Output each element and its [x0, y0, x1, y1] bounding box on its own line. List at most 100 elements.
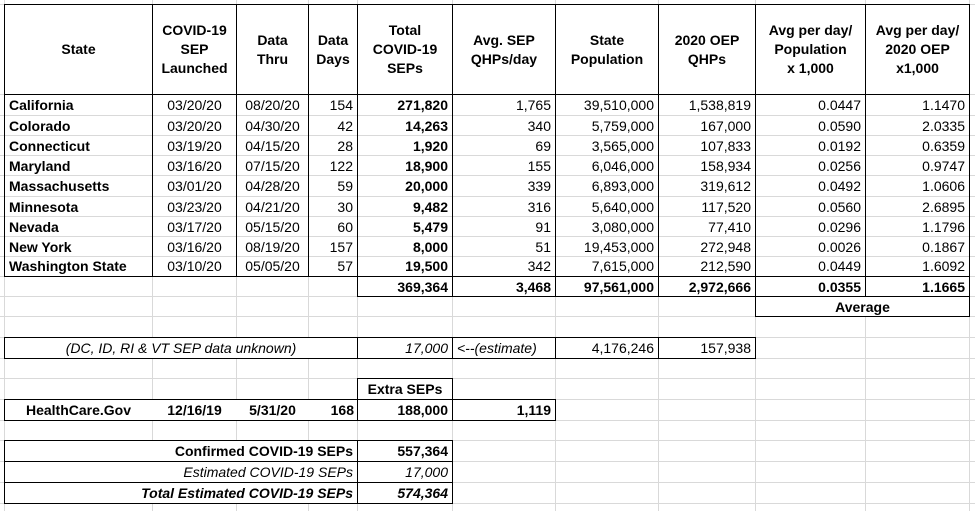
healthcare-gov-cell: HealthCare.Gov — [25, 402, 132, 418]
table-cell: 0.0192 — [755, 135, 866, 156]
table-cell: 0.1867 — [865, 236, 970, 257]
table-cell: 60 — [308, 216, 358, 237]
table-cell: 1,765 — [452, 94, 556, 116]
table-cell: 03/16/20 — [152, 236, 237, 257]
total-cell: 97,561,000 — [555, 276, 659, 297]
table-cell: Maryland — [4, 155, 153, 176]
table-cell: 3,565,000 — [555, 135, 659, 156]
table-cell: 158,934 — [658, 155, 756, 176]
column-header: Data Days — [308, 4, 358, 95]
table-cell: 03/16/20 — [152, 155, 237, 176]
table-cell: Colorado — [4, 115, 153, 136]
table-cell: 91 — [452, 216, 556, 237]
table-cell: 20,000 — [357, 175, 453, 197]
table-cell: New York — [4, 236, 153, 257]
table-cell: 7,615,000 — [555, 256, 659, 277]
table-cell: 2.6895 — [865, 196, 970, 217]
table-cell: 122 — [308, 155, 358, 176]
table-cell: Connecticut — [4, 135, 153, 156]
table-cell: 6,046,000 — [555, 155, 659, 176]
gridline — [0, 196, 975, 197]
healthcare-gov-cell: 188,000 — [357, 399, 453, 421]
table-cell: 8,000 — [357, 236, 453, 257]
table-cell: 5,479 — [357, 216, 453, 237]
table-cell: 3,080,000 — [555, 216, 659, 237]
table-cell: Washington State — [4, 256, 153, 277]
summary-value: 574,364 — [357, 482, 453, 504]
gridline — [0, 378, 975, 379]
table-cell: 340 — [452, 115, 556, 136]
estimate-value: 17,000 — [357, 337, 453, 359]
table-cell: 167,000 — [658, 115, 756, 136]
summary-label: Total Estimated COVID-19 SEPs — [4, 482, 358, 504]
table-cell: 5,759,000 — [555, 115, 659, 136]
healthcare-gov-cell: 5/31/20 — [249, 402, 296, 418]
summary-label: Estimated COVID-19 SEPs — [4, 461, 358, 483]
table-cell: 212,590 — [658, 256, 756, 277]
table-cell: 03/19/20 — [152, 135, 237, 156]
estimate-note: (DC, ID, RI & VT SEP data unknown) — [4, 337, 358, 359]
gridline — [0, 175, 975, 176]
table-cell: 05/15/20 — [236, 216, 309, 237]
table-cell: 0.9747 — [865, 155, 970, 176]
total-cell: 369,364 — [357, 276, 453, 297]
gridline — [0, 115, 975, 116]
table-cell: 0.0492 — [755, 175, 866, 197]
total-cell: 3,468 — [452, 276, 556, 297]
table-cell: 342 — [452, 256, 556, 277]
table-cell: 07/15/20 — [236, 155, 309, 176]
table-cell: 19,453,000 — [555, 236, 659, 257]
table-cell: 69 — [452, 135, 556, 156]
column-header: Avg per day/ Population x 1,000 — [755, 4, 866, 95]
summary-value: 557,364 — [357, 440, 453, 462]
gridline — [0, 461, 975, 462]
table-cell: 03/01/20 — [152, 175, 237, 197]
column-header: Avg per day/ 2020 OEP x1,000 — [865, 4, 970, 95]
table-cell: 03/20/20 — [152, 115, 237, 136]
column-header: Data Thru — [236, 4, 309, 95]
table-cell: 6,893,000 — [555, 175, 659, 197]
table-cell: 0.0449 — [755, 256, 866, 277]
gridline — [0, 216, 975, 217]
table-cell: 03/20/20 — [152, 94, 237, 116]
gridline — [0, 155, 975, 156]
table-cell: 08/19/20 — [236, 236, 309, 257]
estimate-oep: 157,938 — [658, 337, 756, 359]
table-cell: 117,520 — [658, 196, 756, 217]
table-cell: 14,263 — [357, 115, 453, 136]
table-cell: 19,500 — [357, 256, 453, 277]
table-cell: 1,538,819 — [658, 94, 756, 116]
table-cell: 18,900 — [357, 155, 453, 176]
table-cell: 04/21/20 — [236, 196, 309, 217]
table-cell: 77,410 — [658, 216, 756, 237]
table-cell: 42 — [308, 115, 358, 136]
column-header: 2020 OEP QHPs — [658, 4, 756, 95]
table-cell: 03/10/20 — [152, 256, 237, 277]
gridline — [0, 316, 975, 317]
table-cell: 28 — [308, 135, 358, 156]
table-cell: 271,820 — [357, 94, 453, 116]
table-cell: 0.0026 — [755, 236, 866, 257]
table-cell: Nevada — [4, 216, 153, 237]
table-cell: 339 — [452, 175, 556, 197]
table-cell: 03/17/20 — [152, 216, 237, 237]
table-cell: 5,640,000 — [555, 196, 659, 217]
gridline — [0, 440, 975, 441]
table-cell: 0.0590 — [755, 115, 866, 136]
extra-seps-header: Extra SEPs — [357, 378, 453, 400]
table-cell: 04/30/20 — [236, 115, 309, 136]
column-header: Total COVID-19 SEPs — [357, 4, 453, 95]
table-cell: 1,920 — [357, 135, 453, 156]
table-cell: 0.0447 — [755, 94, 866, 116]
healthcare-gov-cell: 12/16/19 — [167, 402, 222, 418]
column-header: State — [4, 4, 153, 95]
average-label: Average — [755, 296, 970, 317]
table-cell: 30 — [308, 196, 358, 217]
table-cell: California — [4, 94, 153, 116]
estimate-population: 4,176,246 — [555, 337, 659, 359]
table-cell: 157 — [308, 236, 358, 257]
table-cell: 1.1796 — [865, 216, 970, 237]
column-header: State Population — [555, 4, 659, 95]
table-cell: 59 — [308, 175, 358, 197]
